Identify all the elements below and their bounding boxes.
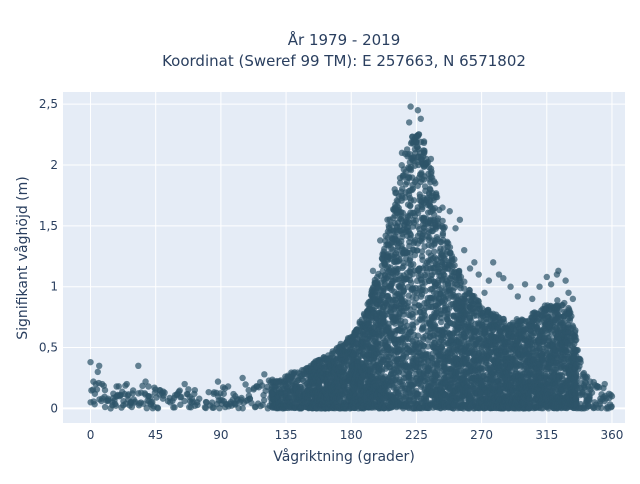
scatter-point bbox=[91, 401, 97, 407]
scatter-point bbox=[447, 244, 453, 250]
scatter-point bbox=[239, 405, 245, 411]
scatter-point bbox=[466, 287, 472, 293]
scatter-point bbox=[415, 332, 421, 338]
scatter-point bbox=[451, 256, 457, 262]
scatter-point bbox=[171, 404, 177, 410]
scatter-point bbox=[196, 396, 202, 402]
scatter-point bbox=[261, 397, 267, 403]
scatter-point bbox=[451, 262, 457, 268]
scatter-point bbox=[410, 261, 416, 267]
scatter-point bbox=[438, 319, 444, 325]
scatter-point bbox=[102, 404, 108, 410]
scatter-point bbox=[441, 224, 447, 230]
scatter-point bbox=[410, 325, 416, 331]
scatter-point bbox=[411, 197, 417, 203]
scatter-point bbox=[413, 217, 419, 223]
scatter-point bbox=[405, 299, 411, 305]
scatter-point bbox=[419, 206, 425, 212]
scatter-point bbox=[407, 202, 413, 208]
scatter-point bbox=[408, 279, 414, 285]
scatter-point bbox=[439, 218, 445, 224]
scatter-point bbox=[431, 248, 437, 254]
scatter-point bbox=[416, 131, 422, 137]
scatter-point bbox=[185, 386, 191, 392]
scatter-point bbox=[428, 168, 434, 174]
scatter-point bbox=[461, 279, 467, 285]
scatter-point bbox=[194, 402, 200, 408]
scatter-point bbox=[421, 138, 427, 144]
scatter-point bbox=[408, 232, 414, 238]
scatter-point bbox=[434, 194, 440, 200]
scatter-point bbox=[242, 381, 248, 387]
scatter-point bbox=[422, 312, 428, 318]
scatter-point bbox=[155, 405, 161, 411]
